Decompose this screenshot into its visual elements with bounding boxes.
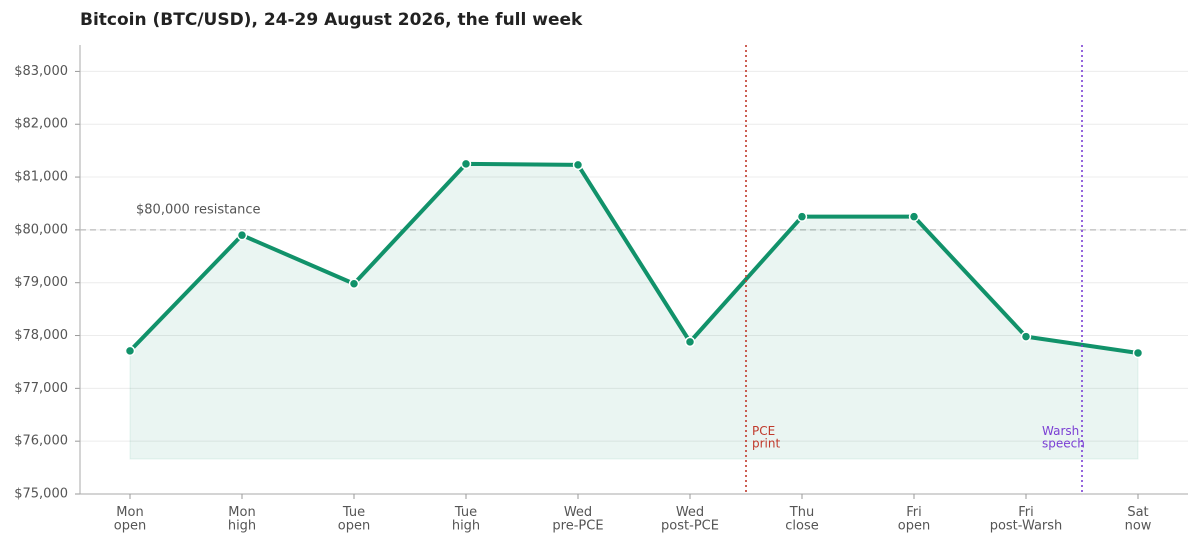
y-tick-label: $81,000 (14, 170, 68, 185)
x-tick-label: Thu close (785, 505, 818, 534)
y-tick-label: $76,000 (14, 434, 68, 449)
marker (684, 336, 696, 348)
x-tick-label: Sat now (1125, 505, 1152, 534)
event-label: Warsh speech (1042, 424, 1085, 451)
y-tick-label: $83,000 (14, 64, 68, 79)
marker (460, 158, 472, 170)
x-tick-label: Fri post-Warsh (990, 505, 1063, 534)
area (129, 163, 1139, 460)
x-tick-label: Tue high (452, 505, 480, 534)
marker (908, 211, 920, 222)
x-tick-label: Fri open (898, 505, 930, 534)
x-tick-label: Mon high (228, 505, 256, 534)
x-tick-label: Wed pre-PCE (552, 505, 603, 534)
marker (572, 159, 584, 171)
event-label: PCE print (752, 424, 780, 451)
marker (124, 345, 136, 357)
y-tick-label: $82,000 (14, 117, 68, 132)
y-tick-label: $79,000 (14, 275, 68, 290)
marker (1132, 347, 1144, 359)
x-tick-label: Wed post-PCE (661, 505, 719, 534)
y-tick-label: $75,000 (14, 487, 68, 502)
y-tick-label: $77,000 (14, 381, 68, 396)
x-tick-label: Mon open (114, 505, 146, 534)
y-tick-label: $80,000 (14, 222, 68, 237)
y-tick-label: $78,000 (14, 328, 68, 343)
reference-label: $80,000 resistance (136, 202, 261, 217)
marker (796, 211, 808, 222)
line (128, 161, 1139, 355)
marker (348, 278, 360, 290)
marker (236, 229, 248, 241)
marker (1020, 331, 1032, 342)
chart-title: Bitcoin (BTC/USD), 24-29 August 2026, th… (80, 10, 583, 30)
x-tick-label: Tue open (338, 505, 370, 534)
